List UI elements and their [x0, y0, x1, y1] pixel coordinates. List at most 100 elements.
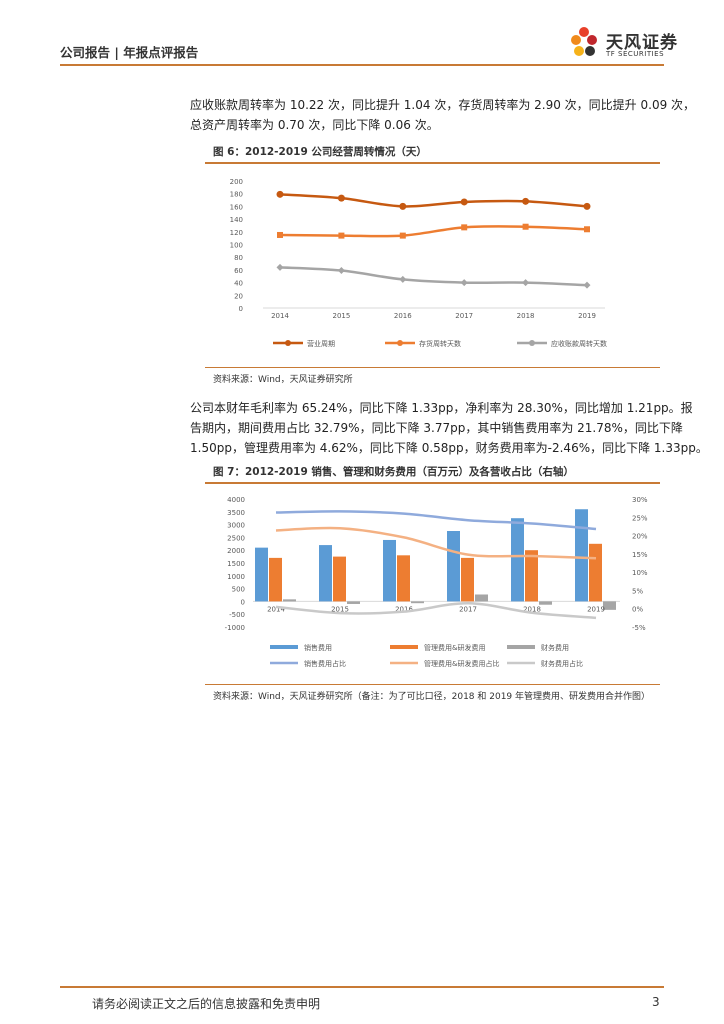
ratio-line-1: [275, 526, 597, 560]
figure6-bottom-rule: [205, 367, 660, 368]
data-point: [460, 279, 468, 287]
legend-label: 应收账款周转天数: [551, 339, 607, 348]
legend-swatch: [390, 645, 418, 649]
data-point: [276, 263, 284, 271]
legend-label: 销售费用占比: [304, 659, 346, 668]
x-tick-label: 2017: [455, 312, 473, 320]
y2-tick-label: -5%: [632, 624, 646, 632]
x-tick-label: 2015: [331, 605, 349, 613]
data-point: [461, 224, 468, 231]
figure7-source: 资料来源：Wind，天风证券研究所（备注：为了可比口径，2018 和 2019 …: [213, 692, 651, 702]
bar: [347, 601, 360, 604]
logo-name-en: TF SECURITIES: [606, 50, 665, 58]
y-tick-label: -500: [229, 611, 245, 619]
y-tick-label: 500: [232, 586, 245, 594]
bar: [475, 594, 488, 602]
data-point: [583, 281, 591, 289]
legend-label: 财务费用占比: [541, 659, 583, 668]
figure6-source: 资料来源：Wind，天风证券研究所: [213, 375, 353, 385]
legend-swatch: [507, 645, 535, 649]
ratio-line-2: [275, 601, 597, 620]
tf-securities-logo: [571, 27, 597, 56]
y-tick-label: 40: [234, 280, 243, 288]
bar: [333, 556, 346, 602]
bar: [447, 531, 460, 602]
y-tick-label: 2000: [227, 547, 245, 555]
legend-label: 管理费用&研发费用占比: [424, 659, 499, 668]
y2-tick-label: 10%: [632, 569, 648, 577]
y-tick-label: 60: [234, 267, 243, 275]
y-tick-label: 0: [239, 305, 243, 313]
data-point: [584, 226, 590, 233]
page-number: 3: [652, 995, 660, 1009]
bar: [383, 539, 396, 602]
y-tick-label: 180: [230, 191, 243, 199]
y-tick-label: 200: [230, 178, 243, 186]
y-tick-label: 2500: [227, 534, 245, 542]
data-point: [522, 197, 530, 205]
x-tick-label: 2019: [578, 312, 596, 320]
y-tick-label: 4000: [227, 496, 245, 504]
legend-label: 存货周转天数: [419, 339, 461, 348]
series-line-2: [279, 266, 588, 287]
figure7-chart: 4000 3500 3000 2500 2000 1500 1000 500 0 -500 -100…: [225, 496, 648, 668]
y-tick-label: 120: [230, 229, 243, 237]
data-point: [337, 194, 345, 202]
data-point: [399, 275, 407, 283]
legend-swatch: [270, 645, 298, 649]
data-point: [399, 232, 406, 239]
paragraph-margin-line2: 告期内，期间费用占比 32.79%，同比下降 3.77pp，其中销售费用率为 2…: [190, 421, 683, 435]
x-tick-label: 2015: [332, 312, 350, 320]
data-point: [338, 232, 345, 239]
y-tick-label: 160: [230, 203, 243, 211]
y2-tick-label: 15%: [632, 551, 648, 559]
figure6-top-rule: [205, 162, 660, 164]
y-tick-label: 1000: [227, 573, 245, 581]
paragraph-margin-line3: 1.50pp，管理费用率为 4.62%，同比下降 0.58pp，财务费用率为-2…: [190, 441, 708, 455]
y-tick-label: 3500: [227, 509, 245, 517]
data-point: [337, 267, 345, 275]
legend-label: 财务费用: [541, 643, 569, 652]
bar: [603, 601, 616, 610]
series-line-1: [279, 225, 588, 238]
logo-name-cn: 天风证券: [606, 33, 678, 53]
legend-marker: [285, 340, 291, 346]
data-point: [583, 202, 591, 210]
legend-label: 管理费用&研发费用: [424, 643, 485, 652]
y2-tick-label: 5%: [632, 587, 643, 595]
y-tick-label: 140: [230, 216, 243, 224]
x-tick-label: 2014: [267, 605, 285, 613]
legend-marker: [529, 340, 535, 346]
figure7-title: 图 7：2012-2019 销售、管理和财务费用（百万元）及各营收占比（右轴）: [213, 466, 574, 478]
x-tick-label: 2017: [459, 605, 477, 613]
footer-divider: [60, 986, 664, 988]
y2-tick-label: 30%: [632, 496, 648, 504]
bar: [269, 557, 282, 602]
paragraph-margin-line1: 公司本财年毛利率为 65.24%，同比下降 1.33pp，净利率为 28.30%…: [190, 401, 693, 415]
bar: [397, 555, 410, 602]
y-tick-label: 100: [230, 242, 243, 250]
series-line-0: [279, 193, 588, 208]
bar: [539, 601, 552, 605]
data-point: [460, 198, 468, 206]
x-tick-label: 2019: [587, 605, 605, 613]
figure7-bottom-rule: [205, 684, 660, 685]
flower-icon: [571, 27, 597, 56]
figure7-top-rule: [205, 482, 660, 484]
x-tick-label: 2016: [395, 605, 413, 613]
legend-label: 营业周期: [307, 339, 335, 348]
bar: [411, 601, 424, 604]
y2-tick-label: 0%: [632, 606, 643, 614]
bar: [319, 545, 332, 602]
data-point: [399, 202, 407, 210]
data-point: [522, 223, 529, 230]
y-tick-label: 1500: [227, 560, 245, 568]
bar: [525, 550, 538, 602]
report-type-header: 公司报告 | 年报点评报告: [60, 45, 199, 60]
y-tick-label: 20: [234, 292, 243, 300]
bar: [255, 547, 268, 602]
legend-marker: [397, 340, 403, 346]
header-divider: [60, 64, 664, 66]
x-tick-label: 2018: [523, 605, 541, 613]
